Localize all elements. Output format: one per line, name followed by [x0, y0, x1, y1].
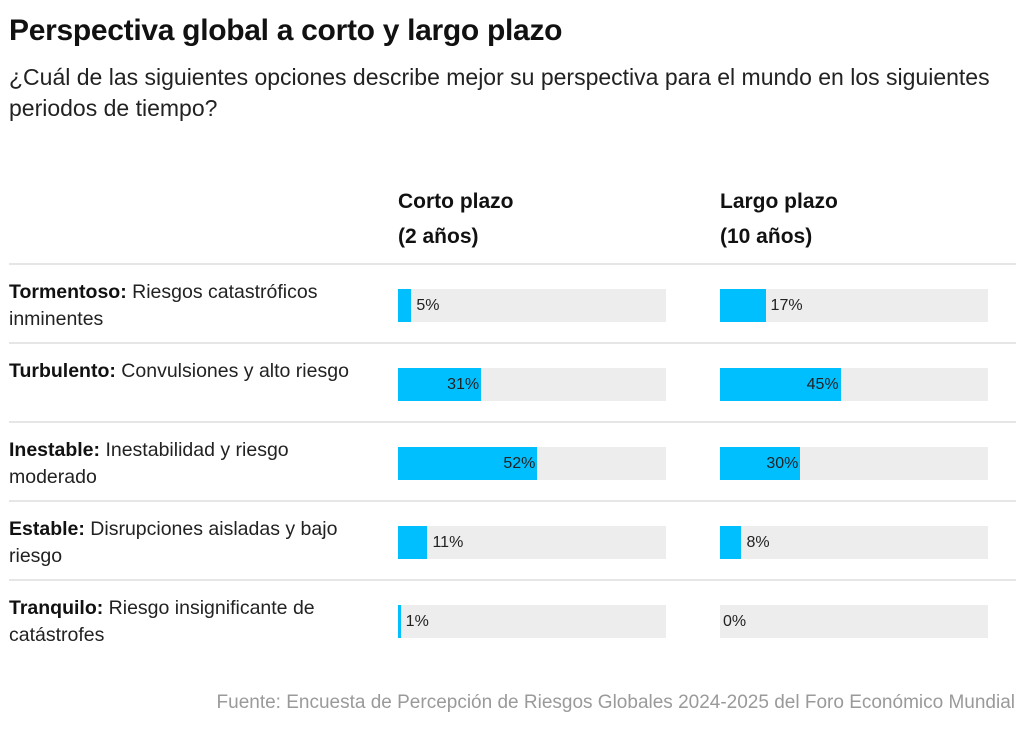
column-header-short-term: Corto plazo (2 años): [398, 184, 514, 254]
data-label: 52%: [503, 455, 536, 472]
table-row: Tormentoso: Riesgos catastróficos inmine…: [9, 263, 1016, 344]
data-label: 30%: [766, 455, 799, 472]
data-label: 5%: [416, 297, 440, 314]
column-header-name: Largo plazo: [720, 190, 838, 213]
data-label: 11%: [432, 534, 464, 551]
bar-track: 0%: [720, 605, 988, 638]
bar-track: 52%: [398, 447, 666, 480]
bar: [720, 447, 801, 480]
data-label: 45%: [806, 376, 839, 393]
category-name: Turbulento:: [9, 360, 116, 382]
bar-track: 11%: [398, 526, 666, 559]
category-description: Disrupciones aisladas y bajo riesgo: [9, 518, 338, 567]
chart-subtitle: ¿Cuál de las siguientes opciones describ…: [9, 64, 990, 121]
column-header-long-term: Largo plazo (10 años): [720, 184, 838, 254]
table-row: Turbulento: Convulsiones y alto riesgo 31…: [9, 342, 1016, 423]
bar-track: 8%: [720, 526, 988, 559]
bar: [398, 289, 412, 322]
category-name: Inestable:: [9, 439, 101, 461]
bar: [398, 447, 538, 480]
column-header-sub: (2 años): [398, 225, 479, 248]
bar: [720, 526, 742, 559]
category-description: Riesgos catastróficos inminentes: [9, 281, 318, 330]
data-label: 0%: [723, 613, 747, 630]
row-label: Tranquilo: Riesgo insignificante de catá…: [9, 595, 369, 649]
column-header-name: Corto plazo: [398, 190, 514, 213]
bar-track: 5%: [398, 289, 666, 322]
bar: [720, 289, 766, 322]
category-description: Riesgo insignificante de catástrofes: [9, 597, 315, 646]
column-header-sub: (10 años): [720, 225, 813, 248]
bar-track: 31%: [398, 368, 666, 401]
table-row: Inestable: Inestabilidad y riesgo modera…: [9, 421, 1016, 502]
row-label: Tormentoso: Riesgos catastróficos inmine…: [9, 279, 369, 333]
category-description: Convulsiones y alto riesgo: [121, 360, 349, 382]
category-name: Estable:: [9, 518, 85, 540]
bar: [398, 368, 482, 401]
bar-track: 1%: [398, 605, 666, 638]
bar: [398, 526, 428, 559]
data-label: 17%: [770, 297, 803, 314]
bar-track: 30%: [720, 447, 988, 480]
category-name: Tranquilo:: [9, 597, 104, 619]
row-label: Estable: Disrupciones aisladas y bajo ri…: [9, 516, 369, 570]
bar: [398, 605, 401, 638]
bar-track: 45%: [720, 368, 988, 401]
chart-title: Perspectiva global a corto y largo plazo: [9, 14, 563, 47]
source-note: Fuente: Encuesta de Percepción de Riesgo…: [216, 692, 1015, 713]
data-label: 31%: [447, 376, 480, 393]
table-row: Tranquilo: Riesgo insignificante de catá…: [9, 579, 1016, 660]
bar-track: 17%: [720, 289, 988, 322]
category-name: Tormentoso:: [9, 281, 127, 303]
data-label: 8%: [746, 534, 770, 551]
row-label: Turbulento: Convulsiones y alto riesgo: [9, 358, 369, 385]
table-row: Estable: Disrupciones aisladas y bajo ri…: [9, 500, 1016, 581]
row-label: Inestable: Inestabilidad y riesgo modera…: [9, 437, 369, 491]
bar: [720, 368, 841, 401]
category-description: Inestabilidad y riesgo moderado: [9, 439, 289, 488]
data-label: 1%: [405, 613, 429, 630]
